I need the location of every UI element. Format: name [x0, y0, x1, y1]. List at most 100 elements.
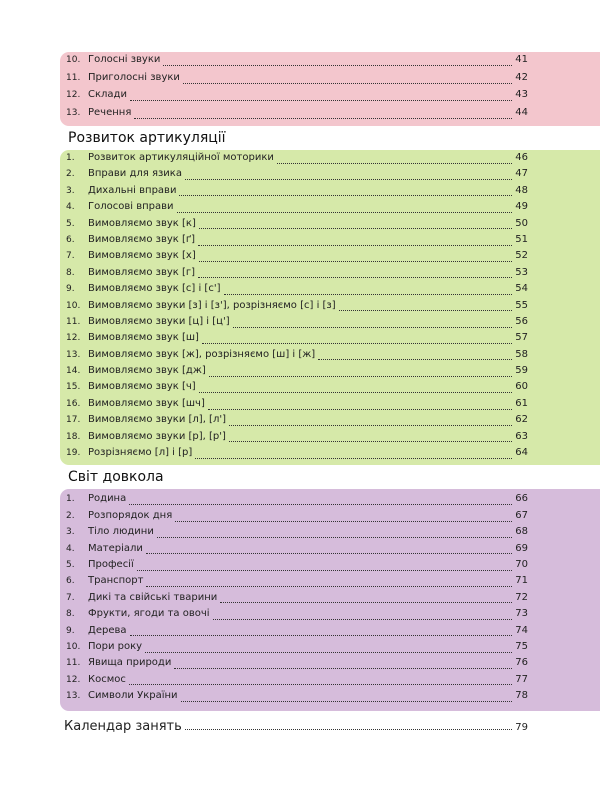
- toc-row: 3. Тіло людини 68: [60, 526, 600, 542]
- item-number: 10.: [66, 641, 81, 652]
- toc-row: 8. Фрукти, ягоди та овочі 73: [60, 608, 600, 624]
- page-number: 61: [515, 397, 528, 409]
- item-number: 11.: [66, 316, 81, 327]
- item-title: Голосові вправи: [88, 201, 174, 213]
- toc-row: 4. Голосові вправи 49: [60, 201, 600, 217]
- page-number: 48: [515, 184, 528, 196]
- page-number: 69: [515, 542, 528, 554]
- page-number: 53: [515, 266, 528, 278]
- toc-row: 10. Вимовляємо звуки [з] і [з'], розрізня…: [60, 300, 600, 316]
- dot-leader: [208, 375, 513, 377]
- section-box: 1. Родина 66 2. Розпорядок дня 67 3. Тіло людин…: [60, 489, 600, 711]
- dot-leader: [228, 441, 513, 443]
- page-number: 55: [515, 299, 528, 311]
- toc-row: 5. Вимовляємо звук [к] 50: [60, 218, 600, 234]
- item-title: Пори року: [88, 640, 143, 652]
- page-number: 79: [515, 721, 528, 733]
- item-number: 14.: [66, 366, 81, 377]
- dot-leader: [198, 392, 513, 394]
- dot-leader: [207, 408, 513, 410]
- toc-row: 14. Вимовляємо звук [дж] 59: [60, 365, 600, 381]
- item-title: Вимовляємо звук [ж], розрізняємо [ш] і […: [88, 348, 316, 360]
- dot-leader: [163, 65, 513, 67]
- toc-row: 8. Вимовляємо звук [г] 53: [60, 267, 600, 283]
- dot-leader: [175, 520, 513, 522]
- dot-leader: [232, 326, 513, 328]
- dot-leader: [318, 359, 513, 361]
- page-number: 58: [515, 348, 528, 360]
- page-number: 75: [515, 640, 528, 652]
- toc-row: 5. Професії 70: [60, 559, 600, 575]
- toc-row: 13. Речення 44: [60, 107, 600, 125]
- item-title: Дерева: [88, 624, 127, 636]
- page-number: 54: [515, 283, 528, 295]
- dot-leader: [201, 342, 513, 344]
- item-number: 2.: [66, 510, 75, 521]
- item-number: 9.: [66, 284, 75, 295]
- dot-leader: [146, 586, 513, 588]
- page-number: 71: [515, 575, 528, 587]
- dot-leader: [276, 162, 513, 164]
- item-title: Вимовляємо звук [ш]: [88, 332, 199, 344]
- page-number: 73: [515, 608, 528, 620]
- item-title: Вимовляємо звуки [ц] і [ц']: [88, 315, 230, 327]
- page-number: 77: [515, 673, 528, 685]
- section-heading: Розвиток артикуляції: [68, 130, 226, 146]
- item-title: Вправи для язика: [88, 168, 182, 180]
- item-number: 4.: [66, 543, 75, 554]
- page-number: 68: [515, 526, 528, 538]
- item-title: Матеріали: [88, 542, 143, 554]
- item-number: 1.: [66, 494, 75, 505]
- toc-row: 1. Родина 66: [60, 493, 600, 509]
- item-title: Календар занять: [64, 718, 182, 734]
- item-number: 2.: [66, 169, 75, 180]
- page-number: 76: [515, 657, 528, 669]
- item-title: Професії: [88, 558, 134, 570]
- page-number: 57: [515, 332, 528, 344]
- toc-row: 10. Пори року 75: [60, 641, 600, 657]
- dot-leader: [220, 602, 513, 604]
- dot-leader: [145, 553, 513, 555]
- page-number: 56: [515, 315, 528, 327]
- page-number: 70: [515, 558, 528, 570]
- item-number: 1.: [66, 153, 75, 163]
- item-title: Фрукти, ягоди та овочі: [88, 608, 210, 620]
- toc-row: 19. Розрізняємо [л] і [р] 64: [60, 447, 600, 463]
- toc-row: 2. Вправи для язика 47: [60, 168, 600, 184]
- item-number: 7.: [66, 251, 75, 262]
- toc-row: 10. Голосні звуки 41: [60, 54, 600, 72]
- item-number: 16.: [66, 398, 81, 409]
- item-title: Вимовляємо звук [г]: [88, 266, 196, 278]
- page-number: 59: [515, 365, 528, 377]
- toc-row: 9. Дерева 74: [60, 625, 600, 641]
- item-number: 5.: [66, 218, 75, 229]
- page-number: 43: [515, 89, 528, 100]
- item-number: 12.: [66, 90, 81, 100]
- dot-leader: [129, 635, 513, 637]
- item-title: Вимовляємо звук [х]: [88, 250, 196, 262]
- item-title: Приголосні звуки: [88, 71, 180, 83]
- toc-row: 3. Дихальні вправи 48: [60, 185, 600, 201]
- dot-leader: [184, 728, 513, 730]
- page-number: 66: [515, 493, 528, 505]
- toc-row: 2. Розпорядок дня 67: [60, 510, 600, 526]
- section-heading: Світ довкола: [68, 469, 164, 486]
- dot-leader: [174, 668, 513, 670]
- item-title: Транспорт: [88, 575, 144, 587]
- dot-leader: [129, 504, 513, 506]
- item-number: 10.: [66, 55, 81, 65]
- page-number: 72: [515, 591, 528, 603]
- dot-leader: [145, 651, 513, 653]
- item-number: 12.: [66, 333, 81, 344]
- item-number: 6.: [66, 576, 75, 587]
- toc-row: 7. Дикі та свійські тварини 72: [60, 592, 600, 608]
- dot-leader: [198, 277, 513, 279]
- item-number: 8.: [66, 609, 75, 620]
- toc-row: 1. Розвиток артикуляційної моторики 46: [60, 152, 600, 168]
- dot-leader: [212, 618, 513, 620]
- dot-leader: [156, 536, 513, 538]
- dot-leader: [229, 424, 513, 426]
- item-number: 13.: [66, 349, 81, 360]
- item-number: 3.: [66, 527, 75, 538]
